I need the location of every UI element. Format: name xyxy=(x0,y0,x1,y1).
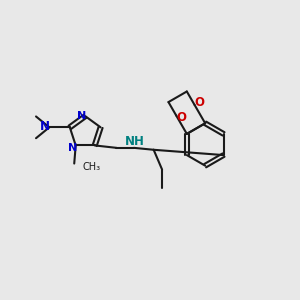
Text: NH: NH xyxy=(124,135,144,148)
Text: N: N xyxy=(77,110,86,121)
Text: CH₃: CH₃ xyxy=(82,162,100,172)
Text: O: O xyxy=(176,111,186,124)
Text: N: N xyxy=(68,143,77,153)
Text: N: N xyxy=(40,120,50,133)
Text: O: O xyxy=(195,96,205,109)
